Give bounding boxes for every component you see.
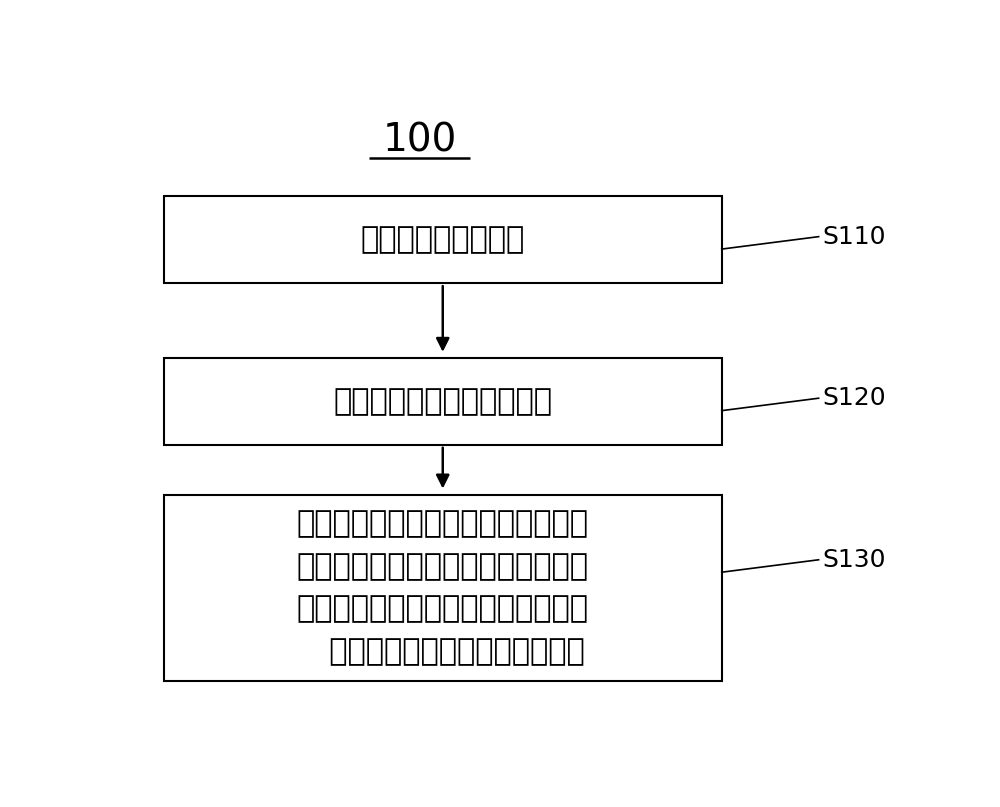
Bar [164, 196, 722, 283]
Text: S120: S120 [822, 387, 886, 410]
Text: S130: S130 [822, 548, 886, 572]
Bar [164, 358, 722, 445]
Bar [164, 495, 722, 681]
Text: 接收用户输入的指令: 接收用户输入的指令 [361, 225, 525, 254]
Text: 检测天门和地门的位置状态: 检测天门和地门的位置状态 [333, 387, 552, 416]
Text: 100: 100 [382, 121, 457, 159]
Text: 根据指令和位置状态，分别控制天门
和地门的运动；其中地门被控制从第
二闭合位置朝向第二打开位置至少部
   分枢转以允许天门打开或者关闭: 根据指令和位置状态，分别控制天门 和地门的运动；其中地门被控制从第 二闭合位置朝… [297, 509, 589, 667]
Text: S110: S110 [822, 224, 886, 249]
